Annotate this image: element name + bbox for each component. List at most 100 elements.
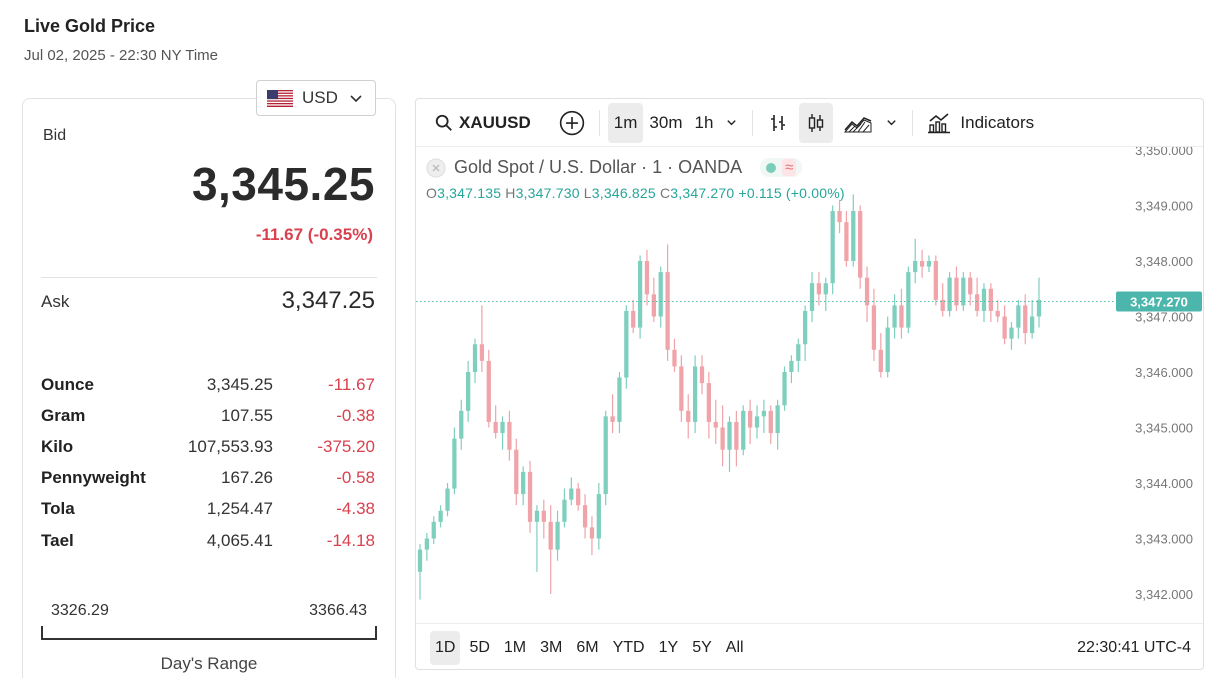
area-chart-button[interactable] bbox=[837, 103, 879, 143]
candle-body bbox=[521, 471, 526, 495]
compare-button[interactable] bbox=[553, 103, 591, 143]
y-tick-label: 3,344.000 bbox=[1135, 476, 1193, 491]
candle-body bbox=[617, 377, 622, 422]
day-range-bar bbox=[41, 626, 377, 640]
bar-chart-button[interactable] bbox=[761, 103, 795, 143]
chart-type-dropdown[interactable] bbox=[879, 103, 904, 143]
unit-change: -11.67 bbox=[328, 374, 375, 394]
unit-row-tael: Tael 4,065.41 -14.18 bbox=[41, 525, 377, 556]
interval-dropdown[interactable] bbox=[719, 103, 744, 143]
interval-30m[interactable]: 30m bbox=[649, 112, 683, 132]
last-price-label: 3,347.270 bbox=[1130, 295, 1188, 310]
candle-body bbox=[899, 305, 904, 328]
candle-body bbox=[424, 538, 430, 550]
candle-body bbox=[926, 261, 932, 267]
candle-body bbox=[727, 421, 732, 450]
interval-1h[interactable]: 1h bbox=[694, 112, 714, 132]
unit-row-gram: Gram 107.55 -0.38 bbox=[41, 400, 377, 431]
ohlc-change: +0.115 (+0.00%) bbox=[738, 185, 845, 201]
ohlc-low: 3,346.825 bbox=[591, 185, 656, 201]
range-all[interactable]: All bbox=[725, 638, 744, 656]
currency-label: USD bbox=[302, 88, 338, 107]
unit-change: -0.38 bbox=[336, 405, 375, 425]
toolbar-divider bbox=[598, 109, 600, 136]
wave-icon: ≈ bbox=[782, 159, 797, 176]
candle-body bbox=[837, 211, 842, 223]
unit-change: -14.18 bbox=[326, 530, 375, 550]
candle-body bbox=[686, 410, 691, 422]
chart-legend-ohlc: O3,347.135 H3,347.730 L3,346.825 C3,347.… bbox=[426, 185, 845, 201]
chart-clock[interactable]: 22:30:41 UTC-4 bbox=[1077, 639, 1191, 656]
ask-value: 3,347.25 bbox=[281, 287, 375, 314]
search-icon bbox=[435, 114, 452, 131]
unit-row-kilo: Kilo 107,553.93 -375.20 bbox=[41, 431, 377, 462]
y-tick-label: 3,349.000 bbox=[1135, 199, 1193, 214]
candle-body bbox=[500, 421, 505, 434]
indicators-icon bbox=[928, 112, 951, 133]
price-chart[interactable]: 3,342.000 3,343.000 3,344.000 3,345.000 3,34… bbox=[416, 147, 1204, 623]
candle-body bbox=[885, 327, 890, 372]
day-range-label: Day's Range bbox=[160, 654, 258, 673]
candle-body bbox=[892, 305, 897, 328]
range-6m[interactable]: 6M bbox=[576, 638, 599, 656]
candle-body bbox=[610, 416, 615, 422]
range-5d[interactable]: 5D bbox=[469, 638, 490, 656]
candle-body bbox=[644, 261, 650, 295]
range-1d[interactable]: 1D bbox=[430, 630, 461, 665]
candle-body bbox=[507, 421, 512, 450]
unit-row-pennyweight: Pennyweight 167.26 -0.58 bbox=[41, 463, 377, 494]
candle-body bbox=[589, 527, 595, 539]
candle-body bbox=[720, 427, 725, 450]
candle-body bbox=[803, 310, 808, 345]
candle-body bbox=[452, 438, 457, 489]
last-price-badge bbox=[1116, 291, 1202, 312]
candle-body bbox=[995, 310, 1000, 317]
candle-body bbox=[651, 294, 656, 317]
unit-change: -0.58 bbox=[336, 468, 375, 488]
range-5y[interactable]: 5Y bbox=[692, 638, 712, 656]
candle-body bbox=[940, 299, 945, 311]
toolbar-divider bbox=[752, 109, 754, 136]
chevron-down-icon bbox=[350, 95, 362, 103]
range-3m[interactable]: 3M bbox=[540, 638, 563, 656]
ohlc-key: H bbox=[505, 185, 516, 201]
range-ytd[interactable]: YTD bbox=[612, 638, 645, 656]
indicators-button[interactable]: Indicators bbox=[921, 103, 1040, 143]
candle-body bbox=[706, 383, 711, 422]
y-tick-label: 3,350.000 bbox=[1135, 147, 1193, 158]
unit-row-ounce: Ounce 3,345.25 -11.67 bbox=[41, 369, 377, 400]
candle-body bbox=[665, 272, 670, 350]
currency-select[interactable]: USD bbox=[256, 80, 376, 116]
candle-body bbox=[699, 366, 705, 384]
interval-1m[interactable]: 1m bbox=[607, 102, 644, 143]
candle-body bbox=[761, 410, 767, 417]
unit-price: 167.26 bbox=[221, 468, 273, 488]
candle-body bbox=[1029, 316, 1035, 334]
unit-name: Gram bbox=[41, 405, 86, 425]
candles-button[interactable] bbox=[799, 102, 834, 143]
candle-body bbox=[417, 549, 423, 572]
candle-body bbox=[816, 283, 822, 295]
candle-body bbox=[1036, 299, 1042, 317]
candle-body bbox=[527, 471, 533, 522]
range-1y[interactable]: 1Y bbox=[658, 638, 679, 656]
ohlc-key: L bbox=[583, 185, 592, 201]
candle-body bbox=[789, 360, 794, 372]
bid-value: 3,345.25 bbox=[191, 158, 375, 210]
candle-body bbox=[913, 261, 918, 273]
symbol-label: XAUUSD bbox=[459, 112, 531, 132]
candle-body bbox=[988, 288, 993, 311]
unit-name: Pennyweight bbox=[41, 468, 146, 488]
candle-body bbox=[1009, 327, 1014, 339]
candle-body bbox=[954, 277, 959, 306]
candle-body bbox=[582, 505, 588, 528]
candle-body bbox=[981, 288, 987, 311]
candle-body bbox=[809, 283, 815, 311]
candle-body bbox=[637, 261, 643, 328]
range-1m[interactable]: 1M bbox=[503, 638, 527, 656]
candle-body bbox=[796, 344, 801, 361]
candle-body bbox=[445, 488, 450, 511]
candle-body bbox=[844, 222, 849, 261]
symbol-search[interactable]: XAUUSD bbox=[428, 103, 537, 143]
candle-body bbox=[486, 360, 491, 422]
